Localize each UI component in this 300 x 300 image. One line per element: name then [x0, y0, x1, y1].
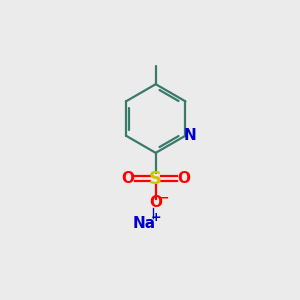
Text: O: O [149, 195, 162, 210]
Text: −: − [158, 191, 169, 204]
Text: O: O [177, 171, 190, 186]
Text: S: S [149, 169, 162, 188]
Text: N: N [183, 128, 196, 143]
Text: Na: Na [132, 216, 155, 231]
Text: +: + [150, 211, 161, 224]
Text: O: O [121, 171, 134, 186]
